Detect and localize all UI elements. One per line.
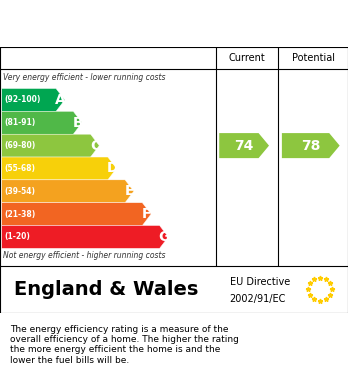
Text: EU Directive: EU Directive — [230, 277, 290, 287]
Text: E: E — [125, 184, 134, 198]
Text: Potential: Potential — [292, 53, 335, 63]
Text: G: G — [158, 230, 169, 244]
Polygon shape — [2, 134, 99, 157]
Text: (69-80): (69-80) — [4, 141, 35, 150]
Text: 74: 74 — [235, 138, 254, 152]
Text: England & Wales: England & Wales — [14, 280, 198, 299]
Text: (92-100): (92-100) — [4, 95, 41, 104]
Polygon shape — [2, 157, 117, 180]
Text: D: D — [106, 161, 118, 176]
Text: Energy Efficiency Rating: Energy Efficiency Rating — [14, 14, 261, 32]
Text: Very energy efficient - lower running costs: Very energy efficient - lower running co… — [3, 73, 166, 82]
Text: 78: 78 — [301, 138, 321, 152]
Text: Not energy efficient - higher running costs: Not energy efficient - higher running co… — [3, 251, 166, 260]
Text: F: F — [142, 207, 151, 221]
Polygon shape — [2, 88, 65, 111]
Text: C: C — [90, 138, 100, 152]
Polygon shape — [219, 133, 269, 158]
Text: (39-54): (39-54) — [4, 187, 35, 196]
Text: 2002/91/EC: 2002/91/EC — [230, 294, 286, 304]
Polygon shape — [2, 226, 168, 248]
Text: (55-68): (55-68) — [4, 164, 35, 173]
Text: A: A — [55, 93, 66, 107]
Text: (21-38): (21-38) — [4, 210, 35, 219]
Text: The energy efficiency rating is a measure of the
overall efficiency of a home. T: The energy efficiency rating is a measur… — [10, 325, 239, 365]
Text: B: B — [72, 116, 83, 130]
Text: Current: Current — [229, 53, 266, 63]
Text: (81-91): (81-91) — [4, 118, 35, 127]
Polygon shape — [2, 180, 134, 203]
Text: (1-20): (1-20) — [4, 232, 30, 242]
Polygon shape — [282, 133, 340, 158]
Polygon shape — [2, 203, 151, 226]
Polygon shape — [2, 111, 82, 134]
